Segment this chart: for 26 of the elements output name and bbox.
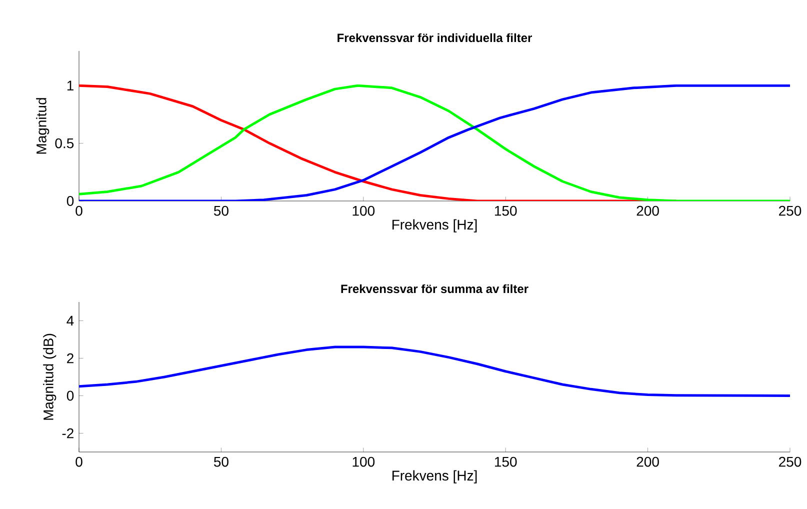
y-tick-label: 0 <box>66 196 74 206</box>
x-tick-label: 50 <box>214 456 228 467</box>
x-tick-label: 50 <box>214 206 228 216</box>
x-tick-label: 100 <box>352 456 375 467</box>
line-series <box>79 346 790 397</box>
y-tick-label: -2 <box>62 428 74 438</box>
y-axis-title: Magnitud <box>36 98 50 154</box>
chart-title: Frekvenssvar för summa av filter <box>341 284 528 294</box>
y-tick-label: 0 <box>66 390 74 401</box>
x-tick-label: 100 <box>352 206 375 216</box>
y-tick-label: 2 <box>67 353 74 364</box>
x-tick-label: 200 <box>636 456 659 467</box>
x-tick-label: 0 <box>76 456 82 467</box>
x-tick-label: 150 <box>494 456 517 467</box>
x-tick-label: 0 <box>76 206 82 216</box>
y-tick-label: 1 <box>67 80 74 90</box>
x-axis-title: Frekvens [Hz] <box>392 470 477 484</box>
x-tick-label: 150 <box>494 206 517 216</box>
y-axis-title: Magnitud (dB) <box>43 334 56 420</box>
x-tick-label: 200 <box>636 206 659 216</box>
x-tick-label: 250 <box>779 456 802 467</box>
y-tick-label: 0.5 <box>55 138 74 148</box>
chart-title: Frekvenssvar för individuella filter <box>338 33 532 42</box>
x-tick-label: 250 <box>779 206 802 216</box>
x-axis-title: Frekvens [Hz] <box>392 219 477 232</box>
y-tick-label: 4 <box>66 316 74 326</box>
